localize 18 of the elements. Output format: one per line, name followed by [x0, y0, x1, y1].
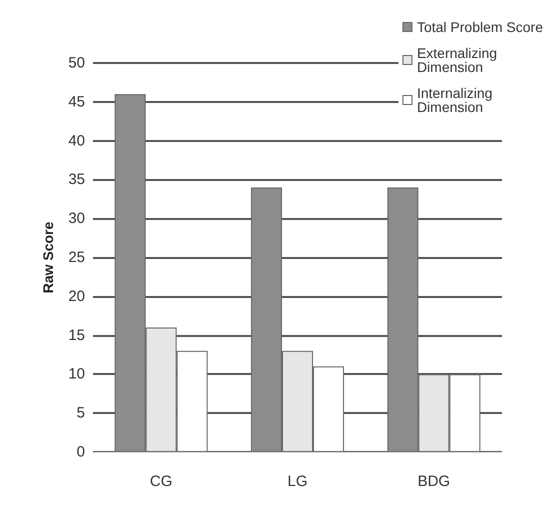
x-tick-label: BDG	[418, 473, 450, 490]
y-tick-label: 50	[68, 54, 85, 72]
y-tick-label: 5	[76, 404, 85, 422]
legend-label: Total Problem Score	[416, 19, 544, 35]
y-tick-label: 20	[68, 288, 85, 305]
y-tick-label: 40	[68, 132, 85, 150]
y-axis-title: Raw Score	[40, 221, 56, 294]
y-tick-label: 25	[68, 249, 85, 266]
legend-label: Internalizing Dimension	[416, 85, 496, 115]
y-tick-label: 15	[68, 326, 85, 344]
y-tick-label: 35	[68, 171, 85, 188]
y-tick-label: 10	[68, 366, 85, 383]
legend-label: Externalizing Dimension	[416, 45, 501, 75]
x-tick-label: CG	[150, 473, 172, 490]
y-tick-label: 0	[76, 444, 85, 460]
y-tick-label: 30	[68, 210, 85, 228]
y-tick-label: 45	[68, 93, 85, 110]
x-tick-label: LG	[287, 473, 308, 490]
